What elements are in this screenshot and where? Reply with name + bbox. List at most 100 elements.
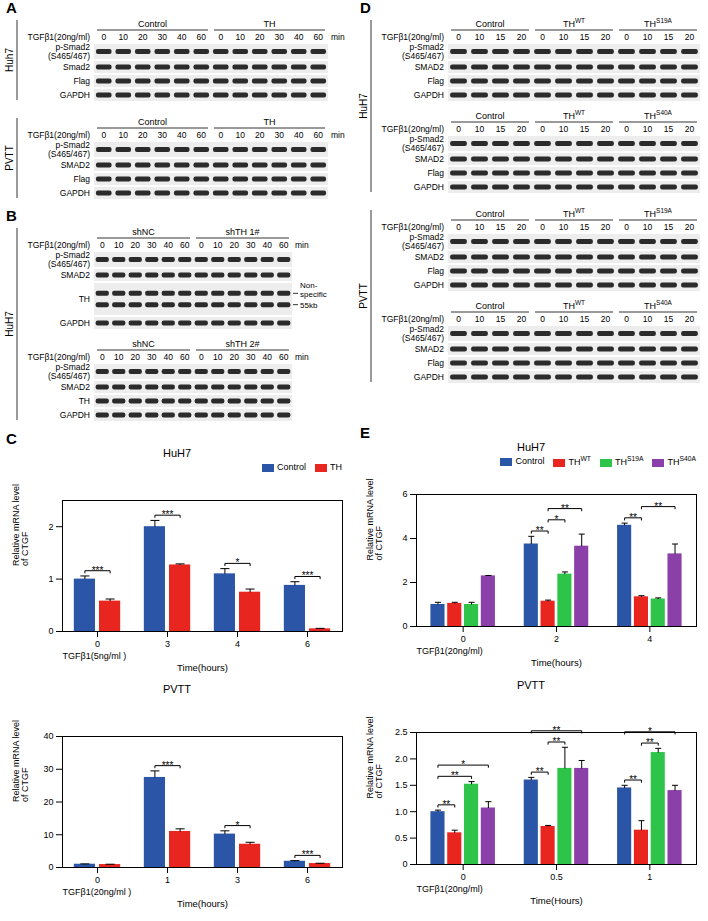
svg-text:40: 40: [177, 32, 187, 42]
svg-text:0: 0: [101, 130, 106, 140]
svg-text:20: 20: [601, 124, 611, 134]
svg-text:0: 0: [456, 314, 461, 324]
svg-text:15: 15: [664, 32, 674, 42]
svg-text:2.5: 2.5: [395, 727, 408, 737]
svg-text:GAPDH: GAPDH: [414, 280, 444, 290]
svg-text:Non-specific: Non-specific: [300, 281, 327, 299]
svg-text:**: **: [629, 774, 637, 785]
svg-text:0: 0: [456, 32, 461, 42]
svg-text:***: ***: [162, 760, 174, 771]
svg-text:6: 6: [305, 639, 310, 649]
svg-text:PVTT: PVTT: [358, 283, 369, 309]
svg-text:0: 0: [624, 32, 629, 42]
svg-text:10: 10: [213, 240, 223, 250]
svg-text:0: 0: [540, 124, 545, 134]
svg-text:Control: Control: [475, 301, 504, 311]
svg-text:Time(hours): Time(hours): [531, 657, 582, 668]
svg-text:TH: TH: [264, 19, 276, 29]
svg-text:20: 20: [43, 797, 53, 807]
svg-text:20: 20: [517, 32, 527, 42]
svg-text:60: 60: [180, 352, 190, 362]
svg-text:Time(Hours): Time(Hours): [530, 895, 582, 906]
svg-text:0: 0: [540, 314, 545, 324]
svg-text:15: 15: [580, 314, 590, 324]
svg-text:p-Smad2(S465/467): p-Smad2(S465/467): [48, 250, 90, 269]
svg-text:30: 30: [43, 764, 53, 774]
svg-text:Flag: Flag: [427, 358, 444, 368]
svg-text:2: 2: [554, 634, 559, 644]
svg-text:Flag: Flag: [427, 266, 444, 276]
svg-text:60: 60: [279, 352, 289, 362]
svg-text:TGFβ1(20ng/ml): TGFβ1(20ng/ml): [27, 240, 90, 250]
svg-text:***: ***: [302, 570, 314, 581]
svg-text:*: *: [236, 820, 240, 831]
svg-text:Control: Control: [138, 19, 167, 29]
svg-text:**: **: [451, 770, 459, 781]
svg-text:15: 15: [580, 222, 590, 232]
svg-text:THWT: THWT: [563, 17, 585, 29]
svg-text:20: 20: [685, 32, 695, 42]
svg-text:TGFβ1(5ng/ml ): TGFβ1(5ng/ml ): [63, 651, 127, 661]
svg-text:10: 10: [119, 32, 129, 42]
svg-text:THWT: THWT: [563, 207, 585, 219]
svg-text:30: 30: [246, 352, 256, 362]
svg-text:SMAD2: SMAD2: [415, 154, 445, 164]
svg-text:HuH7: HuH7: [4, 311, 15, 337]
svg-text:TGFβ1(20ng/ml): TGFβ1(20ng/ml): [381, 222, 444, 232]
svg-text:10: 10: [114, 352, 124, 362]
svg-text:Control: Control: [475, 19, 504, 29]
svg-text:Flag: Flag: [73, 76, 90, 86]
svg-text:Relative mRNA levelof CTGF: Relative mRNA levelof CTGF: [365, 478, 384, 560]
svg-text:TH: TH: [79, 294, 90, 304]
svg-text:**: **: [561, 503, 569, 514]
svg-text:15: 15: [496, 314, 506, 324]
svg-text:60: 60: [197, 130, 207, 140]
svg-text:1: 1: [165, 875, 170, 885]
svg-text:TH: TH: [79, 396, 90, 406]
svg-text:0: 0: [461, 872, 466, 882]
svg-text:6: 6: [305, 875, 310, 885]
svg-text:55kb: 55kb: [300, 301, 318, 310]
svg-text:2: 2: [48, 522, 53, 532]
svg-text:10: 10: [475, 222, 485, 232]
svg-text:*: *: [555, 514, 559, 525]
svg-text:*: *: [236, 557, 240, 568]
svg-text:10: 10: [643, 32, 653, 42]
svg-text:10: 10: [114, 240, 124, 250]
svg-text:3: 3: [165, 639, 170, 649]
svg-text:GAPDH: GAPDH: [414, 90, 444, 100]
svg-text:GAPDH: GAPDH: [60, 90, 90, 100]
svg-text:TGFβ1(20ng/ml): TGFβ1(20ng/ml): [417, 646, 483, 656]
svg-text:***: ***: [92, 565, 104, 576]
svg-text:p-Smad2(S465/467): p-Smad2(S465/467): [402, 134, 444, 153]
svg-text:min: min: [295, 352, 309, 362]
svg-text:**: **: [654, 501, 662, 512]
svg-text:SMAD2: SMAD2: [415, 344, 445, 354]
svg-text:SMAD2: SMAD2: [61, 160, 91, 170]
svg-text:SMAD2: SMAD2: [61, 382, 91, 392]
svg-text:GAPDH: GAPDH: [60, 410, 90, 420]
svg-text:40: 40: [164, 240, 174, 250]
svg-text:***: ***: [302, 849, 314, 860]
svg-text:0.5: 0.5: [550, 872, 563, 882]
svg-text:D: D: [360, 0, 371, 16]
svg-text:THS40A: THS40A: [644, 299, 673, 311]
svg-text:Flag: Flag: [73, 174, 90, 184]
svg-text:30: 30: [246, 240, 256, 250]
svg-text:0: 0: [199, 240, 204, 250]
svg-text:PVTT: PVTT: [4, 145, 15, 171]
svg-text:Relative mRNA levelof CTGF: Relative mRNA levelof CTGF: [365, 716, 384, 798]
svg-text:A: A: [6, 0, 17, 16]
svg-text:20: 20: [685, 222, 695, 232]
svg-text:20: 20: [517, 124, 527, 134]
svg-text:0: 0: [456, 222, 461, 232]
svg-text:20: 20: [685, 124, 695, 134]
svg-text:TGFβ1(20ng/ml): TGFβ1(20ng/ml): [381, 314, 444, 324]
svg-text:0: 0: [624, 222, 629, 232]
svg-text:3: 3: [235, 875, 240, 885]
svg-text:60: 60: [279, 240, 289, 250]
svg-text:15: 15: [496, 124, 506, 134]
svg-text:p-Smad2(S465/467): p-Smad2(S465/467): [48, 362, 90, 381]
svg-text:40: 40: [164, 352, 174, 362]
svg-text:60: 60: [180, 240, 190, 250]
